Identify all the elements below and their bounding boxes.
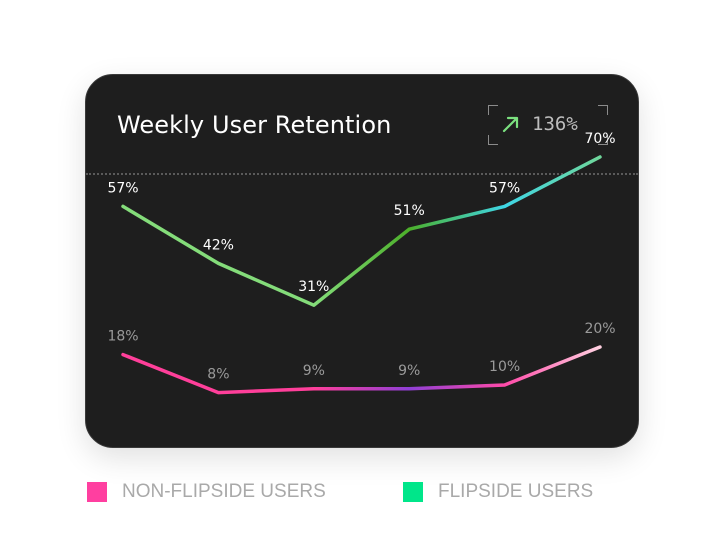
legend-item-flipside: FLIPSIDE USERS — [403, 480, 593, 504]
badge-corner — [598, 135, 608, 145]
legend-label-flipside: FLIPSIDE USERS — [438, 481, 594, 502]
data-label-non-flipside-users: 10% — [489, 359, 520, 375]
growth-value: 136% — [532, 113, 578, 135]
legend-swatch-flipside — [403, 482, 423, 502]
growth-badge: 136% — [488, 105, 608, 145]
legend-swatch-non-flipside — [87, 482, 107, 502]
legend-item-non-flipside: NON-FLIPSIDE USERS — [87, 480, 326, 504]
data-label-non-flipside-users: 20% — [584, 321, 615, 337]
legend-label-non-flipside: NON-FLIPSIDE USERS — [122, 481, 326, 502]
data-label-flipside-users: 57% — [107, 180, 138, 196]
retention-line-chart: 57% 42% 31% 51% 57% 70% 18% 8% 9% 9% 10% 20% — [107, 131, 616, 395]
data-label-flipside-users: 57% — [489, 180, 520, 196]
data-label-non-flipside-users: 9% — [398, 363, 420, 379]
badge-corner — [598, 105, 608, 115]
data-label-flipside-users: 70% — [584, 131, 615, 147]
data-label-non-flipside-users: 18% — [107, 329, 138, 345]
data-label-non-flipside-users: 9% — [303, 363, 325, 379]
series-line-flipside-users — [121, 155, 602, 307]
badge-corner — [488, 135, 498, 145]
header-divider — [86, 173, 638, 175]
badge-corner — [488, 105, 498, 115]
chart-title: Weekly User Retention — [117, 111, 392, 139]
chart-card: Weekly User Retention 136% 57% 42% 31% 51% 5… — [85, 74, 639, 448]
data-label-flipside-users: 42% — [203, 237, 234, 253]
data-label-flipside-users: 51% — [394, 203, 425, 219]
data-label-flipside-users: 31% — [298, 279, 329, 295]
series-line-non-flipside-users — [121, 345, 602, 395]
arrow-up-right-icon — [502, 116, 519, 133]
data-label-non-flipside-users: 8% — [207, 367, 229, 383]
